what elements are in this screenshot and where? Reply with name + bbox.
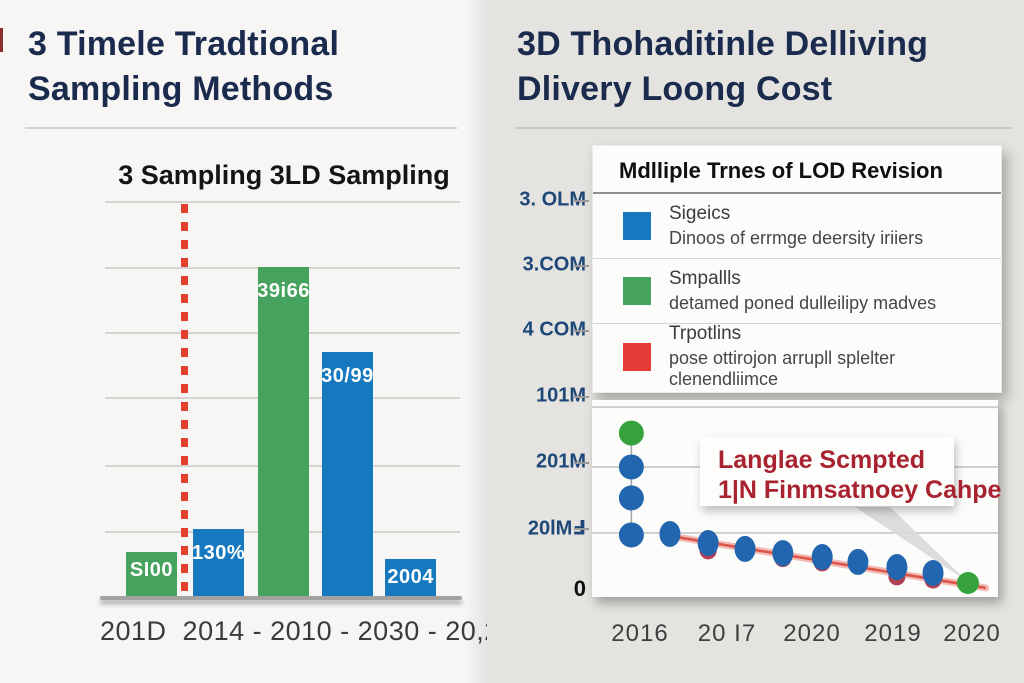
right-x-label: 2016 [611,620,669,647]
right-y-label: 4 COM [522,318,586,341]
bar-value-label: 39i66 [257,279,310,302]
right-y-tick [574,462,589,464]
right-y-tick [574,200,589,202]
right-y-label-zero: 0 [573,576,586,601]
panel-divider-shadow [465,0,487,683]
legend-description: Dinoos of errmge deersity iriiers [669,228,924,248]
bar-30/99: 30/99 [321,351,374,598]
right-x-label: 2020 [783,620,841,647]
left-title-divider [25,127,457,129]
right-y-tick [574,528,589,530]
red-dashed-reference-line [181,204,188,599]
left-x-axis-line [100,596,462,600]
blue-data-point [734,535,756,562]
legend-label: Sigeics [669,203,731,224]
legend-swatch-blue [623,212,651,240]
bar-value-label: 2004 [387,566,434,589]
edge-artifact [0,28,3,52]
annotation-line2: 1|N Finmsatnoey Cahpe [718,475,1002,504]
right-x-label: 2019 [864,620,922,647]
green-data-point [618,420,644,446]
legend-description: detamed poned dulleilipy madves [669,293,937,313]
bar-value-label: 30/99 [321,364,374,387]
right-panel-title: 3D Thohaditinle Delliving Dlivery Loong … [517,22,1007,112]
blue-data-point [886,554,908,581]
bar-130%: 130% [192,528,246,598]
right-y-label: 3. OLM [519,188,586,211]
bar-SI00: SI00 [125,551,178,598]
right-title-line1: 3D Thohaditinle Delliving [517,25,929,63]
blue-data-point [772,540,794,567]
blue-data-point [659,520,681,547]
bar-2004: 2004 [385,559,437,598]
bar-39i66: 39i66 [257,266,310,598]
blue-data-point [618,454,644,480]
legend-swatch-green [623,277,651,305]
right-y-tick [574,330,589,332]
right-y-label: 20lMℲ [527,517,586,540]
legend-label: Trpotlins [669,323,742,344]
legend-row: Sigeics Dinoos of errmge deersity iriier… [593,194,1001,259]
blue-data-point [811,544,833,571]
blue-data-point [922,559,944,586]
blue-data-point [618,522,644,548]
blue-data-point [618,485,644,511]
right-title-line2: Dlivery Loong Cost [517,69,833,108]
left-bar-chart: SI00 130% 39i66 30/99 2004 [105,201,460,598]
right-y-tick [574,396,589,398]
left-x-axis-labels: 201D 2014 - 2010 - 2030 - 20,20 [100,616,516,646]
legend-title: Mdlliple Trnes of LOD Revision [619,158,943,183]
right-title-divider [515,127,1012,129]
left-panel-title: 3 Timele Tradtional Sampling Methods [28,25,340,108]
gridline [105,201,460,203]
right-y-tick [574,265,589,267]
right-y-label: 101M [535,384,586,407]
legend-row: Smpallls detamed poned dulleilipy madves [593,259,1001,324]
legend-card: Mdlliple Trnes of LOD Revision Sigeics D… [592,145,1002,393]
blue-data-point [697,530,719,557]
legend-title-divider [593,192,1001,194]
left-panel: 3 Timele Tradtional Sampling Methods 3 S… [0,0,516,683]
legend-row: Trpotlins pose ottirojon arrupll splelte… [593,323,1001,389]
right-x-label: 2020 [943,620,1001,647]
left-chart-title: 3 Sampling 3LD Sampling [118,160,450,190]
scatter-svg [592,406,998,595]
annotation-line1: Langlae Scmpted [718,446,925,474]
legend-swatch-red [623,342,651,371]
blue-data-point [847,548,869,575]
bar-value-label: SI00 [129,558,174,581]
right-y-label: 3.COM [522,253,586,276]
legend-label: Smpallls [669,268,741,289]
annotation-callout: Langlae Scmpted 1|N Finmsatnoey Cahpe [700,437,1002,506]
green-end-point [956,572,979,595]
right-x-label: 20 I7 [697,620,757,647]
bar-value-label: 130% [192,541,246,564]
right-y-label: 201M [535,450,586,473]
legend-description: pose ottirojon arrupll splelter clenendl… [669,348,896,389]
